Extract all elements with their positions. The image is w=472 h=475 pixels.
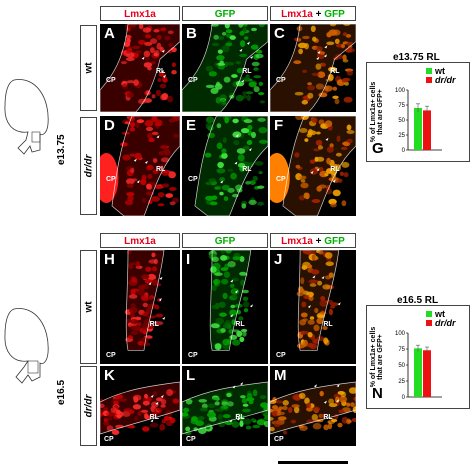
brain-schematic-e13 (4, 79, 49, 155)
y-tick-label: 0 (402, 148, 406, 154)
micrograph-panel-e: E CP RL (182, 116, 268, 216)
micrograph-panel-a: A CP RL (100, 24, 180, 112)
tissue-label-cp: CP (188, 76, 198, 84)
tissue-label-rl: RL (149, 414, 159, 421)
tissue-label-cp: CP (276, 76, 286, 84)
tissue-label-rl: RL (323, 414, 333, 421)
error-bar (425, 105, 429, 115)
legend-label-wt: wt (434, 66, 445, 76)
panel-label-e: E (186, 117, 197, 134)
bar-dr-dr (423, 110, 431, 150)
row-label-wt-bottom: wt (80, 250, 97, 364)
scale-bar (278, 461, 348, 464)
legend-label-wt: wt (434, 309, 445, 319)
panel-label-a: A (104, 25, 115, 42)
legend-swatch-wt (426, 311, 432, 317)
panel-label-h: H (104, 251, 115, 268)
tissue-label-cp: CP (104, 436, 114, 443)
micrograph-panel-m: M CP RL (270, 366, 356, 446)
panel-label-c: C (274, 25, 285, 42)
tissue-label-rl: RL (242, 166, 252, 173)
tissue-label-cp: CP (274, 436, 284, 443)
micrograph-panel-f: F CP RL (270, 116, 356, 216)
bar-wt (414, 348, 422, 397)
tissue-label-rl: RL (323, 320, 333, 328)
panel-label-d: D (104, 117, 115, 134)
panel-label-i: I (186, 251, 191, 268)
micrograph-panel-j: J CP RL (270, 250, 356, 364)
y-tick-label: 50 (398, 118, 405, 124)
error-bar (425, 346, 429, 354)
tissue-label-rl: RL (235, 320, 245, 328)
y-tick-label: 25 (398, 133, 405, 139)
tissue-label-rl: RL (156, 68, 166, 75)
tissue-label-rl: RL (242, 68, 252, 75)
error-bar (416, 344, 420, 352)
y-tick-label: 25 (398, 379, 405, 385)
micrograph-panel-k: K CP RL (100, 366, 180, 446)
panel-label-l: L (186, 367, 196, 384)
panel-label-f: F (274, 117, 284, 134)
panel-label-k: K (104, 367, 115, 384)
tissue-label-cp: CP (276, 176, 286, 183)
chart-n-title: e16.5 RL (397, 295, 439, 306)
legend-swatch-wt (426, 68, 432, 74)
micrograph-panel-b: B CP RL (182, 24, 268, 112)
tissue-label-cp: CP (106, 76, 116, 84)
micrograph-panel-l: L CP RL (182, 366, 268, 446)
legend-label-dr-dr: dr/dr (435, 318, 456, 328)
tissue-label-rl: RL (156, 166, 166, 173)
header-lmx1a-bottom: Lmx1a (100, 233, 180, 248)
tissue-label-cp: CP (106, 352, 116, 359)
panel-label-m: M (274, 367, 287, 384)
row-label-wt-top: wt (80, 25, 97, 111)
stage-label-e16: e16.5 (56, 379, 67, 405)
chart-g-title: e13.75 RL (393, 52, 440, 63)
stage-label-e13: e13.75 (56, 134, 67, 165)
tissue-label-cp: CP (186, 436, 196, 443)
legend-swatch-dr-dr (426, 320, 432, 326)
y-tick-label: 75 (398, 103, 405, 109)
error-bar (416, 103, 420, 113)
header-gfp-bottom: GFP (182, 233, 268, 248)
panel-label-g: G (372, 140, 384, 157)
panel-label-n: N (372, 385, 383, 402)
micrograph-panel-d: D CP RL (100, 116, 180, 216)
brain-schematic-e16 (4, 308, 49, 384)
y-tick-label: 100 (395, 331, 406, 337)
tissue-label-cp: CP (276, 352, 286, 359)
header-gfp-top: GFP (182, 6, 268, 21)
micrograph-panel-i: I CP RL (182, 250, 268, 364)
y-tick-label: 0 (402, 395, 406, 401)
tissue-label-rl: RL (330, 68, 340, 75)
micrograph-panel-h: H CP RL (100, 250, 180, 364)
header-lmx1a-top: Lmx1a (100, 6, 180, 21)
legend-swatch-dr-dr (426, 77, 432, 83)
tissue-label-rl: RL (235, 414, 245, 421)
bar-wt (414, 108, 422, 150)
bar-dr-dr (423, 350, 431, 397)
tissue-label-cp: CP (188, 352, 198, 359)
tissue-label-rl: RL (330, 166, 340, 173)
legend-label-dr-dr: dr/dr (435, 75, 456, 85)
tissue-label-cp: CP (106, 176, 116, 183)
y-tick-label: 75 (398, 347, 405, 353)
panel-label-j: J (274, 251, 283, 268)
row-label-drdr-bottom: dr/dr (80, 366, 97, 446)
tissue-label-cp: CP (188, 176, 198, 183)
row-label-drdr-top: dr/dr (80, 117, 97, 215)
y-tick-label: 100 (395, 88, 406, 94)
micrograph-panel-c: C CP RL (270, 24, 356, 112)
header-merge-top: Lmx1a + GFP (270, 6, 356, 21)
header-merge-bottom: Lmx1a + GFP (270, 233, 356, 248)
y-tick-label: 50 (398, 363, 405, 369)
tissue-label-rl: RL (149, 320, 159, 328)
panel-label-b: B (186, 25, 197, 42)
